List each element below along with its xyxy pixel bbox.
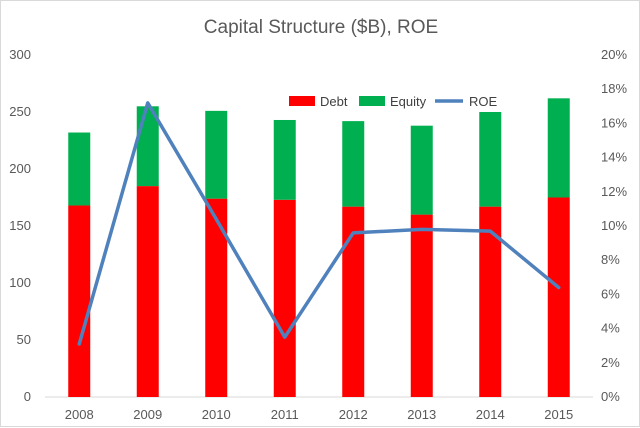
y-right-tick-label: 12%: [601, 184, 627, 199]
bar-equity-2014: [479, 112, 502, 207]
axes: 0 50 100 150 200 250 300 0% 2% 4% 6% 8% 10% 12% 14% 16%…: [9, 47, 627, 422]
point-roe-2009: [147, 102, 149, 104]
x-tick-label: 2014: [476, 407, 505, 422]
y-right-tick-label: 10%: [601, 218, 627, 233]
bar-debt-2012: [342, 206, 365, 397]
bar-debt-2013: [410, 214, 433, 397]
bar-equity-2013: [410, 125, 433, 215]
x-tick-label: 2012: [339, 407, 368, 422]
bar-equity-2008: [68, 132, 91, 206]
point-roe-2008: [78, 343, 80, 345]
bar-debt-2011: [273, 199, 296, 397]
bar-equity-2010: [205, 110, 228, 199]
y-right-tick-label: 0%: [601, 389, 620, 404]
x-tick-label: 2015: [544, 407, 573, 422]
legend-label-equity: Equity: [390, 94, 427, 109]
bar-debt-2009: [136, 186, 159, 397]
roe-line-group: [77, 101, 561, 346]
y-left-tick-label: 300: [9, 47, 31, 62]
point-roe-2014: [489, 230, 491, 232]
bar-debt-2015: [547, 197, 570, 397]
x-tick-label: 2013: [407, 407, 436, 422]
bar-equity-2012: [342, 121, 365, 207]
y-right-tick-label: 8%: [601, 252, 620, 267]
bars: [68, 98, 570, 397]
point-roe-2011: [284, 336, 286, 338]
y-left-tick-label: 0: [24, 389, 31, 404]
bar-equity-2011: [273, 119, 296, 200]
bar-debt-2010: [205, 198, 228, 397]
y-right-tick-label: 18%: [601, 81, 627, 96]
y-left-tick-label: 250: [9, 104, 31, 119]
bar-debt-2008: [68, 205, 91, 397]
legend-label-debt: Debt: [320, 94, 348, 109]
bar-debt-2014: [479, 206, 502, 397]
y-left-tick-label: 150: [9, 218, 31, 233]
x-tick-label: 2009: [133, 407, 162, 422]
x-tick-label: 2010: [202, 407, 231, 422]
x-tick-label: 2011: [271, 407, 299, 422]
x-tick-label: 2008: [65, 407, 94, 422]
y-left-tick-label: 100: [9, 275, 31, 290]
y-left-tick-label: 200: [9, 161, 31, 176]
y-right-tick-label: 14%: [601, 150, 627, 165]
y-left-tick-label: 50: [17, 332, 31, 347]
point-roe-2012: [352, 232, 354, 234]
legend-label-roe: ROE: [469, 94, 498, 109]
y-right-tick-label: 16%: [601, 115, 627, 130]
legend: Debt Equity ROE: [289, 94, 498, 109]
legend-swatch-debt: [289, 96, 315, 106]
chart-title: Capital Structure ($B), ROE: [204, 17, 438, 38]
point-roe-2013: [421, 228, 423, 230]
line-roe: [77, 101, 561, 346]
y-right-tick-label: 6%: [601, 286, 620, 301]
y-right-tick-label: 2%: [601, 355, 620, 370]
point-roe-2010: [215, 218, 217, 220]
y-right-tick-label: 4%: [601, 321, 620, 336]
legend-swatch-equity: [359, 96, 385, 106]
point-roe-2015: [558, 287, 560, 289]
bar-equity-2015: [547, 98, 570, 198]
y-right-tick-label: 20%: [601, 47, 627, 62]
